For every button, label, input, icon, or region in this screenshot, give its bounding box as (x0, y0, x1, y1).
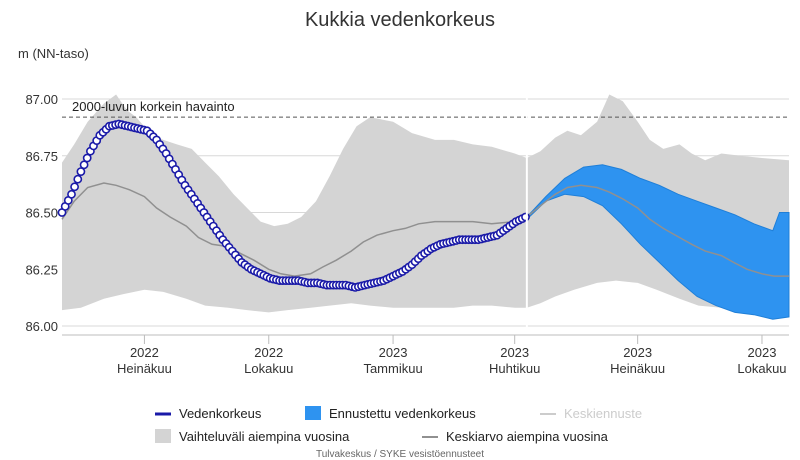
historical-range-band (62, 94, 789, 313)
observed-water-level (57, 119, 530, 292)
legend-label: Keskiennuste (564, 406, 642, 421)
legend-item: Vedenkorkeus (155, 406, 262, 421)
record-annotation: 2000-luvun korkein havainto (62, 99, 789, 118)
observed-point (82, 153, 92, 163)
observed-point (67, 189, 76, 199)
legend-label: Vedenkorkeus (179, 406, 262, 421)
x-tick-month: Huhtikuu (489, 361, 540, 376)
historical-range-area (62, 94, 789, 313)
observed-point (79, 160, 89, 170)
x-tick-month: Heinäkuu (117, 361, 172, 376)
observed-point (521, 212, 530, 222)
x-tick-year: 2023 (500, 345, 529, 360)
x-tick-year: 2023 (623, 345, 652, 360)
forecast-range-band (526, 164, 790, 320)
legend: Vedenkorkeus Ennustettu vedenkorkeus Keski… (155, 406, 642, 444)
legend-symbol (305, 406, 321, 420)
y-tick-label: 86.50 (25, 206, 58, 221)
plot-area: 2000-luvun korkein havainto (57, 80, 790, 335)
observed-point (70, 182, 79, 192)
x-axis: 2022Heinäkuu2022Lokakuu2023Tammikuu2023H… (62, 334, 789, 376)
x-tick-month: Tammikuu (363, 361, 422, 376)
x-tick-year: 2023 (379, 345, 408, 360)
chart-title: Kukkia vedenkorkeus (305, 9, 495, 31)
legend-label: Ennustettu vedenkorkeus (329, 406, 476, 421)
x-tick-year: 2023 (748, 345, 777, 360)
y-tick-label: 87.00 (25, 92, 58, 107)
x-tick-month: Heinäkuu (610, 361, 665, 376)
x-tick-year: 2022 (254, 345, 283, 360)
forecast-range-area (526, 164, 790, 320)
legend-symbol (155, 429, 171, 443)
x-tick-month: Lokakuu (737, 361, 786, 376)
legend-label: Keskiarvo aiempina vuosina (446, 429, 609, 444)
y-axis: 86.00 86.25 86.50 86.75 87.00 (25, 92, 58, 334)
legend-item: Vaihteluväli aiempina vuosina (155, 429, 350, 444)
y-tick-label: 86.75 (25, 149, 58, 164)
x-tick-year: 2022 (130, 345, 159, 360)
y-tick-label: 86.25 (25, 262, 58, 277)
observed-point (76, 167, 86, 176)
legend-item: Keskiarvo aiempina vuosina (422, 429, 609, 444)
legend-label: Vaihteluväli aiempina vuosina (179, 429, 350, 444)
x-tick-month: Lokakuu (244, 361, 293, 376)
legend-item: Ennustettu vedenkorkeus (305, 406, 476, 421)
y-tick-label: 86.00 (25, 319, 58, 334)
legend-item: Keskiennuste (540, 406, 642, 421)
observed-point (73, 174, 83, 184)
credits-text[interactable]: Tulvakeskus / SYKE vesistöennusteet (316, 449, 484, 460)
y-axis-title: m (NN-taso) (18, 46, 89, 61)
historical-mean-line (61, 182, 789, 277)
historical-mean-polyline (61, 182, 789, 277)
record-high-label: 2000-luvun korkein havainto (72, 99, 235, 114)
